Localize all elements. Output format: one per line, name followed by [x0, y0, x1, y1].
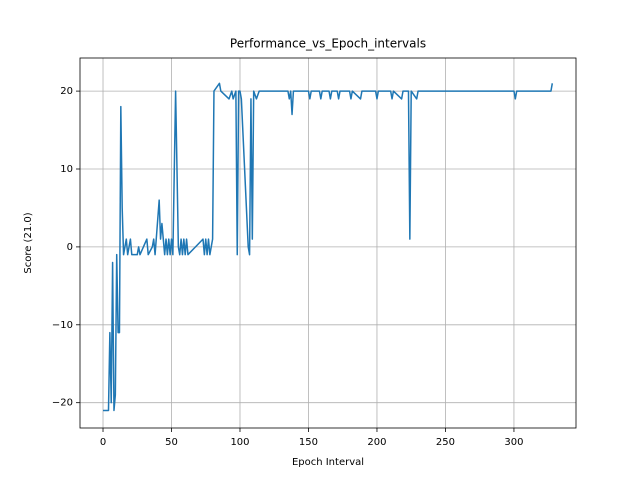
chart-title: Performance_vs_Epoch_intervals — [230, 37, 426, 51]
y-axis-label: Score (21.0) — [23, 212, 34, 273]
y-tick-label: −10 — [52, 320, 73, 331]
x-tick-label: 0 — [100, 437, 106, 448]
x-tick-label: 300 — [504, 437, 523, 448]
x-tick-label: 150 — [299, 437, 318, 448]
y-tick-label: 0 — [67, 242, 73, 253]
x-axis-label: Epoch Interval — [292, 457, 364, 468]
x-tick-label: 100 — [230, 437, 249, 448]
x-tick-label: 250 — [436, 437, 455, 448]
y-tick-label: 20 — [60, 86, 73, 97]
x-tick-label: 50 — [165, 437, 178, 448]
data-line — [103, 82, 554, 412]
plot-frame — [79, 57, 577, 429]
y-tick-label: 10 — [60, 164, 73, 175]
y-tick-label: −20 — [52, 398, 73, 409]
x-tick-label: 200 — [367, 437, 386, 448]
